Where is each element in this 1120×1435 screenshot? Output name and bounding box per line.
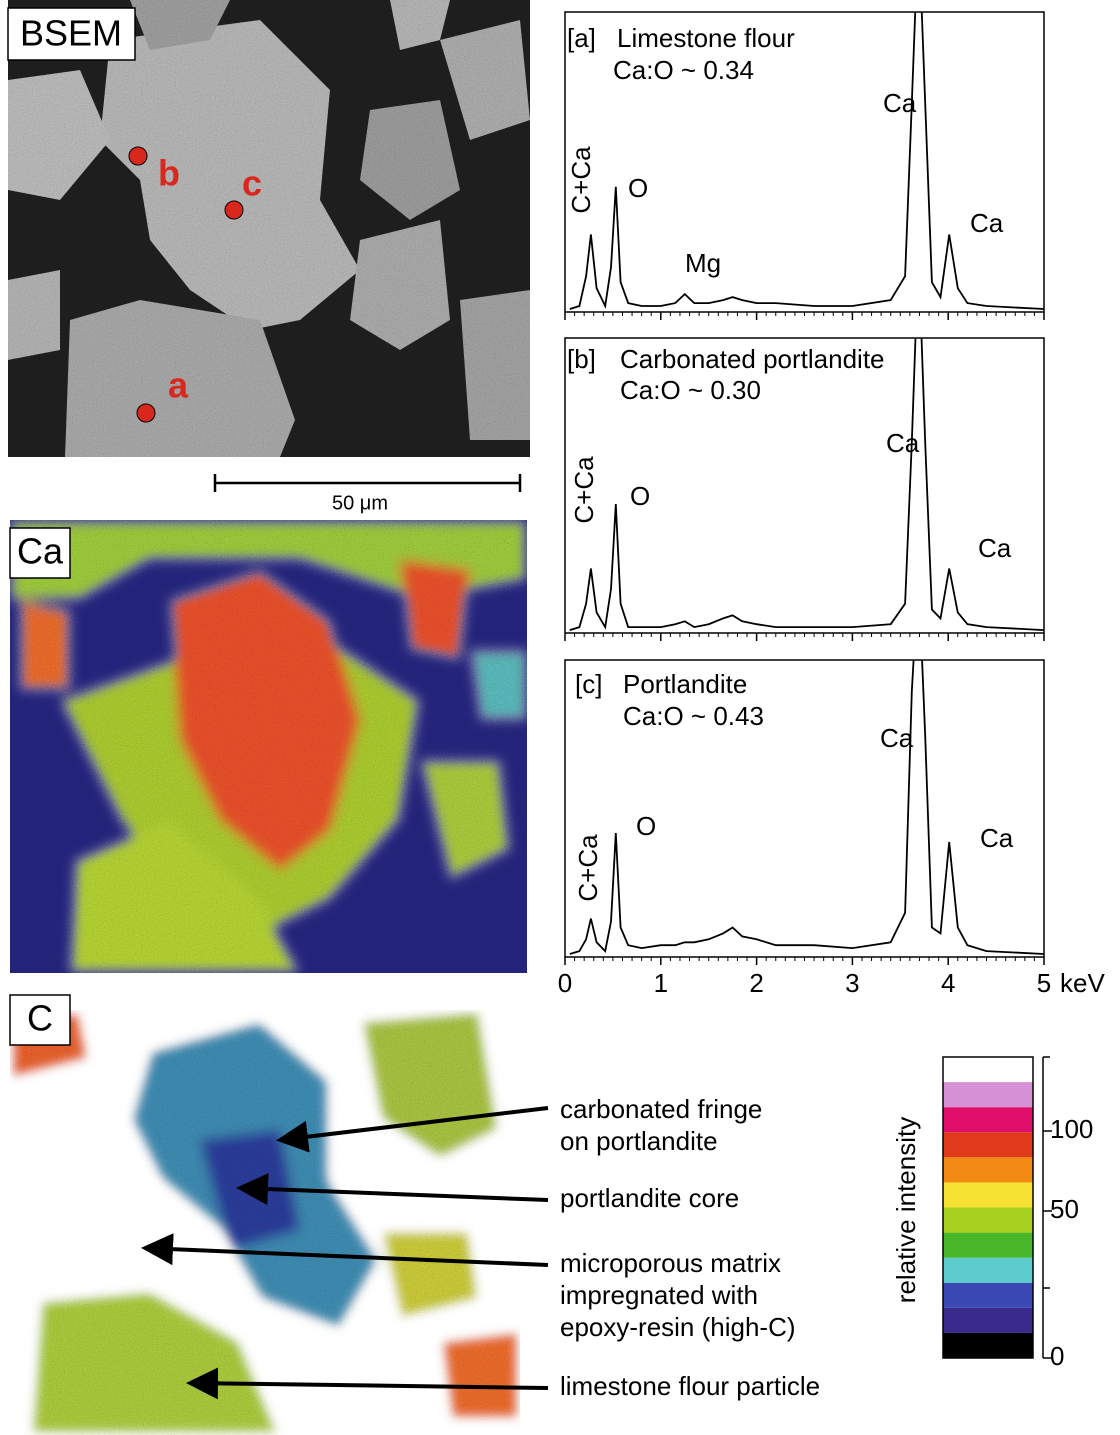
scale-bar (215, 474, 520, 492)
panel-label: BSEM (20, 13, 122, 54)
scale-bar-label: 50 μm (332, 492, 388, 514)
color-band (943, 1182, 1033, 1207)
spot-label: c (242, 163, 262, 204)
chart-subtitle: Ca:O ~ 0.30 (620, 375, 761, 405)
color-band (943, 1208, 1033, 1233)
bsem-image (8, 0, 530, 457)
x-axis-label: keV (1060, 968, 1105, 998)
x-tick-label: 4 (941, 968, 955, 998)
spectrum-line (570, 252, 1044, 630)
color-band (943, 1082, 1033, 1107)
peak-label: C+Ca (573, 834, 603, 902)
panel-tag: [a] (567, 23, 596, 53)
chart-subtitle: Ca:O ~ 0.34 (613, 55, 754, 85)
spectrum-line (570, 574, 1044, 955)
colorbar-title: relative intensity (891, 1117, 921, 1303)
colorbar: 0 50 100 relative intensity (891, 1057, 1094, 1371)
color-band (943, 1057, 1033, 1082)
peak-label: C+Ca (566, 146, 596, 214)
color-band (943, 1308, 1033, 1333)
ca-map-image (10, 520, 527, 973)
color-band (943, 1132, 1033, 1157)
peak-label: Ca (883, 88, 917, 118)
x-tick-label: 0 (558, 968, 572, 998)
panel-tag: [b] (567, 344, 596, 374)
chart-title: Portlandite (623, 669, 747, 699)
peak-label: Ca (970, 208, 1004, 238)
callout-text: portlandite core (560, 1183, 739, 1213)
colorbar-tick-label: 50 (1050, 1194, 1079, 1224)
spot-marker (129, 147, 147, 165)
chart-title: Limestone flour (617, 23, 795, 53)
chart-title: Carbonated portlandite (620, 344, 885, 374)
color-band (943, 1157, 1033, 1182)
colorbar-tick-label: 0 (1050, 1341, 1064, 1371)
peak-label: Ca (886, 428, 920, 458)
x-tick-label: 1 (654, 968, 668, 998)
colorbar-tick-label: 100 (1050, 1114, 1093, 1144)
peak-label: Ca (880, 723, 914, 753)
peak-label: Mg (685, 248, 721, 278)
x-tick-label: 2 (749, 968, 763, 998)
color-band (943, 1233, 1033, 1258)
spot-label: a (168, 365, 189, 406)
peak-label: O (636, 811, 656, 841)
spot-label: b (158, 153, 180, 194)
x-tick-label: 3 (845, 968, 859, 998)
peak-label: Ca (980, 823, 1014, 853)
callout-text: carbonated fringe (560, 1094, 762, 1124)
color-band (943, 1258, 1033, 1283)
panel-tag: [c] (575, 669, 602, 699)
callout-text: on portlandite (560, 1126, 718, 1156)
color-band (943, 1283, 1033, 1308)
color-band (943, 1333, 1033, 1358)
peak-label: C+Ca (569, 456, 599, 524)
callout-text: epoxy-resin (high-C) (560, 1312, 796, 1342)
figure: BSEM a b c 50 μm Ca (0, 0, 1120, 1435)
panel-label: Ca (17, 531, 64, 572)
spot-marker (137, 404, 155, 422)
peak-label: Ca (978, 533, 1012, 563)
page: BSEM a b c 50 μm Ca (0, 0, 1120, 1435)
peak-label: O (630, 481, 650, 511)
peak-label: O (628, 173, 648, 203)
callout-text: limestone flour particle (560, 1371, 820, 1401)
x-tick-label: 5 (1037, 968, 1051, 998)
c-map-image (10, 988, 524, 1435)
panel-label: C (27, 998, 53, 1039)
callout-text: microporous matrix (560, 1248, 781, 1278)
callout-text: impregnated with (560, 1280, 758, 1310)
spot-marker (225, 201, 243, 219)
color-band (943, 1107, 1033, 1132)
chart-subtitle: Ca:O ~ 0.43 (623, 701, 764, 731)
